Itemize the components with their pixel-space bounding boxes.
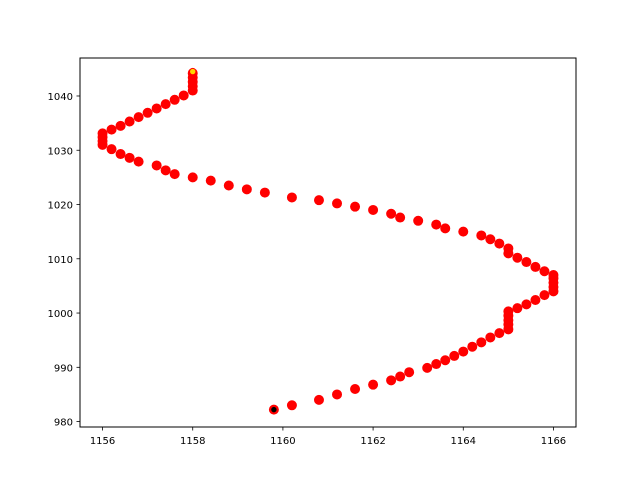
data-point (368, 204, 379, 215)
data-point (395, 371, 406, 382)
data-point (332, 389, 343, 400)
data-point (476, 337, 487, 348)
y-tick-label: 1040 (48, 92, 73, 103)
data-point (115, 149, 126, 160)
data-point (431, 359, 442, 370)
data-point (503, 243, 514, 254)
data-point (539, 290, 550, 301)
x-tick-label: 1162 (360, 436, 385, 447)
markers-layer (189, 67, 278, 414)
data-point (151, 103, 162, 114)
data-point (503, 306, 514, 317)
plot-frame (79, 57, 577, 428)
data-point (467, 341, 478, 352)
data-point (512, 252, 523, 263)
data-point (313, 394, 324, 405)
data-point (286, 400, 297, 411)
data-point (386, 375, 397, 386)
data-point (458, 346, 469, 357)
data-point (178, 90, 189, 101)
data-point (115, 120, 126, 131)
y-tick-label: 1000 (48, 309, 73, 320)
x-tick-label: 1160 (270, 436, 295, 447)
data-point (386, 208, 397, 219)
y-tick-label: 1010 (48, 255, 73, 266)
data-point (449, 350, 460, 361)
y-axis: 980 990 1000 1010 1020 1030 1040 (48, 92, 80, 429)
data-point (286, 192, 297, 203)
data-point (521, 299, 532, 310)
start-marker (270, 405, 278, 414)
data-point (530, 261, 541, 272)
end-marker (189, 67, 197, 76)
x-tick-label: 1158 (180, 436, 205, 447)
data-point (440, 223, 451, 234)
data-point (124, 116, 135, 127)
data-point (521, 257, 532, 268)
data-point (160, 165, 171, 176)
data-point (440, 355, 451, 366)
x-axis: 1156 1158 1160 1162 1164 1166 (90, 427, 566, 447)
data-point (485, 234, 496, 245)
data-point (539, 266, 550, 277)
points-layer (97, 68, 559, 415)
data-point (187, 172, 198, 183)
y-tick-label: 1030 (48, 146, 73, 157)
data-point (494, 328, 505, 339)
data-point (350, 201, 361, 212)
data-point (124, 152, 135, 163)
data-point (151, 160, 162, 171)
data-point (97, 128, 108, 139)
data-point (133, 112, 144, 123)
data-point (169, 169, 180, 180)
data-point (368, 379, 379, 390)
y-tick-label: 990 (54, 363, 73, 374)
data-point (530, 295, 541, 306)
data-point (133, 156, 144, 167)
data-point (160, 99, 171, 110)
data-point (485, 332, 496, 343)
data-point (404, 367, 415, 378)
data-point (313, 195, 324, 206)
data-point (169, 94, 180, 105)
data-point (431, 219, 442, 230)
data-point (413, 215, 424, 226)
data-point (205, 175, 216, 186)
data-point (350, 384, 361, 395)
x-tick-label: 1164 (451, 436, 476, 447)
data-point (241, 184, 252, 195)
data-point (106, 144, 117, 155)
data-point (548, 270, 559, 281)
y-tick-label: 980 (54, 418, 73, 429)
data-point (476, 230, 487, 241)
data-point (142, 107, 153, 118)
x-tick-label: 1166 (541, 436, 566, 447)
data-point (259, 187, 270, 198)
data-point (422, 362, 433, 373)
data-point (458, 226, 469, 237)
data-point (512, 303, 523, 314)
data-point (332, 198, 343, 209)
data-point (395, 212, 406, 223)
data-point (223, 180, 234, 191)
y-tick-label: 1020 (48, 201, 73, 212)
data-point (494, 238, 505, 249)
data-point (106, 124, 117, 135)
x-tick-label: 1156 (90, 436, 115, 447)
